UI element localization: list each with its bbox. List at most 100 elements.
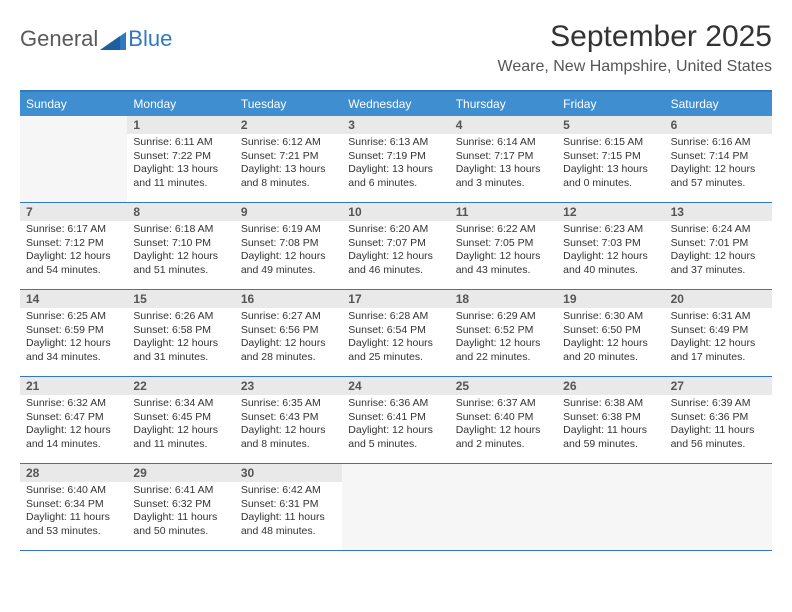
logo: General Blue [20, 26, 172, 52]
day-number: 6 [665, 116, 772, 134]
calendar-cell: 20Sunrise: 6:31 AMSunset: 6:49 PMDayligh… [665, 290, 772, 376]
day-number: 14 [20, 290, 127, 308]
calendar-cell: 7 Sunrise: 6:17 AMSunset: 7:12 PMDaylight… [20, 203, 127, 289]
calendar-cell: 29Sunrise: 6:41 AMSunset: 6:32 PMDayligh… [127, 464, 234, 550]
daylight-line: Daylight: 11 hours and 53 minutes. [26, 511, 121, 538]
sunset-line: Sunset: 6:59 PM [26, 324, 121, 338]
sunrise-line: Sunrise: 6:26 AM [133, 310, 228, 324]
day-info: Sunrise: 6:24 AMSunset: 7:01 PMDaylight:… [665, 221, 772, 282]
calendar-grid: ..1Sunrise: 6:11 AMSunset: 7:22 PMDaylig… [20, 116, 772, 551]
day-number: 22 [127, 377, 234, 395]
sunrise-line: Sunrise: 6:29 AM [456, 310, 551, 324]
sunset-line: Sunset: 7:15 PM [563, 150, 658, 164]
sunset-line: Sunset: 7:05 PM [456, 237, 551, 251]
sunset-line: Sunset: 6:50 PM [563, 324, 658, 338]
sunrise-line: Sunrise: 6:14 AM [456, 136, 551, 150]
day-info: Sunrise: 6:39 AMSunset: 6:36 PMDaylight:… [665, 395, 772, 456]
page: General Blue September 2025 Weare, New H… [0, 0, 792, 612]
daylight-line: Daylight: 12 hours and 14 minutes. [26, 424, 121, 451]
logo-word2: Blue [128, 26, 172, 52]
daylight-line: Daylight: 11 hours and 59 minutes. [563, 424, 658, 451]
day-number: 2 [235, 116, 342, 134]
day-info: Sunrise: 6:14 AMSunset: 7:17 PMDaylight:… [450, 134, 557, 195]
sunset-line: Sunset: 7:07 PM [348, 237, 443, 251]
sunset-line: Sunset: 7:22 PM [133, 150, 228, 164]
daylight-line: Daylight: 12 hours and 25 minutes. [348, 337, 443, 364]
weekday-header-row: SundayMondayTuesdayWednesdayThursdayFrid… [20, 92, 772, 116]
calendar-cell: 4Sunrise: 6:14 AMSunset: 7:17 PMDaylight… [450, 116, 557, 202]
day-info: Sunrise: 6:16 AMSunset: 7:14 PMDaylight:… [665, 134, 772, 195]
weekday-header: Sunday [20, 92, 127, 116]
sunset-line: Sunset: 6:47 PM [26, 411, 121, 425]
calendar-week: ..1 Sunrise: 6:11 AMSunset: 7:22 PM Daylig… [20, 116, 772, 203]
day-info: Sunrise: 6:22 AMSunset: 7:05 PMDaylight:… [450, 221, 557, 282]
day-info: Sunrise: 6:29 AMSunset: 6:52 PMDaylight:… [450, 308, 557, 369]
daylight-line: Daylight: 12 hours and 11 minutes. [133, 424, 228, 451]
calendar: SundayMondayTuesdayWednesdayThursdayFrid… [20, 90, 772, 551]
sunrise-line: Sunrise: 6:16 AM [671, 136, 766, 150]
calendar-cell: 9Sunrise: 6:19 AMSunset: 7:08 PMDaylight… [235, 203, 342, 289]
calendar-week: 14 Sunrise: 6:25 AMSunset: 6:59 PM Dayligh… [20, 290, 772, 377]
daylight-line: Daylight: 12 hours and 22 minutes. [456, 337, 551, 364]
sunrise-line: Sunrise: 6:11 AM [133, 136, 228, 150]
calendar-cell: 28 Sunrise: 6:40 AMSunset: 6:34 PMDayligh… [20, 464, 127, 550]
title-block: September 2025 Weare, New Hampshire, Uni… [498, 20, 772, 76]
calendar-cell: .. [342, 464, 449, 550]
day-info: Sunrise: 6:42 AMSunset: 6:31 PMDaylight:… [235, 482, 342, 543]
sunrise-line: Sunrise: 6:15 AM [563, 136, 658, 150]
daylight-line: Daylight: 11 hours and 50 minutes. [133, 511, 228, 538]
calendar-cell: 17Sunrise: 6:28 AMSunset: 6:54 PMDayligh… [342, 290, 449, 376]
sunset-line: Sunset: 7:01 PM [671, 237, 766, 251]
day-number: 21 [20, 377, 127, 395]
sunrise-line: Sunrise: 6:41 AM [133, 484, 228, 498]
daylight-line: Daylight: 12 hours and 57 minutes. [671, 163, 766, 190]
sunset-line: Sunset: 7:12 PM [26, 237, 121, 251]
calendar-cell: 12Sunrise: 6:23 AMSunset: 7:03 PMDayligh… [557, 203, 664, 289]
day-number: 18 [450, 290, 557, 308]
calendar-week: 28Sunrise: 6:40 AMSunset: 6:34 PMDayligh… [20, 464, 772, 551]
weekday-header: Friday [557, 92, 664, 116]
calendar-cell: 26Sunrise: 6:38 AMSunset: 6:38 PMDayligh… [557, 377, 664, 463]
weekday-header: Thursday [450, 92, 557, 116]
daylight-line: Daylight: 12 hours and 20 minutes. [563, 337, 658, 364]
sunrise-line: Sunrise: 6:25 AM [26, 310, 121, 324]
location: Weare, New Hampshire, United States [498, 58, 772, 76]
day-info: Sunrise: 6:28 AMSunset: 6:54 PMDaylight:… [342, 308, 449, 369]
day-number: 29 [127, 464, 234, 482]
calendar-cell: 25Sunrise: 6:37 AMSunset: 6:40 PMDayligh… [450, 377, 557, 463]
sunset-line: Sunset: 7:08 PM [241, 237, 336, 251]
sunrise-line: Sunrise: 6:37 AM [456, 397, 551, 411]
daylight-line: Daylight: 12 hours and 54 minutes. [26, 250, 121, 277]
calendar-cell: 24Sunrise: 6:36 AMSunset: 6:41 PMDayligh… [342, 377, 449, 463]
day-number: 28 [20, 464, 127, 482]
day-number: 19 [557, 290, 664, 308]
day-number: 7 [20, 203, 127, 221]
calendar-cell: 6Sunrise: 6:16 AMSunset: 7:14 PMDaylight… [665, 116, 772, 202]
sunset-line: Sunset: 6:34 PM [26, 498, 121, 512]
sunset-line: Sunset: 6:36 PM [671, 411, 766, 425]
weekday-header: Tuesday [235, 92, 342, 116]
day-number: 15 [127, 290, 234, 308]
sunrise-line: Sunrise: 6:40 AM [26, 484, 121, 498]
sunset-line: Sunset: 6:58 PM [133, 324, 228, 338]
calendar-cell: 21Sunrise: 6:32 AMSunset: 6:47 PMDayligh… [20, 377, 127, 463]
calendar-cell: .. [450, 464, 557, 550]
sunset-line: Sunset: 6:45 PM [133, 411, 228, 425]
day-info: Sunrise: 6:26 AMSunset: 6:58 PMDaylight:… [127, 308, 234, 369]
calendar-cell: .. [20, 116, 127, 202]
day-number: 30 [235, 464, 342, 482]
day-number: 1 [127, 116, 234, 134]
day-info: Sunrise: 6:19 AMSunset: 7:08 PMDaylight:… [235, 221, 342, 282]
day-info: Sunrise: 6:31 AMSunset: 6:49 PMDaylight:… [665, 308, 772, 369]
sunset-line: Sunset: 6:41 PM [348, 411, 443, 425]
day-number: 25 [450, 377, 557, 395]
sunrise-line: Sunrise: 6:42 AM [241, 484, 336, 498]
calendar-week: 21Sunrise: 6:32 AMSunset: 6:47 PMDayligh… [20, 377, 772, 464]
sunrise-line: Sunrise: 6:19 AM [241, 223, 336, 237]
sunrise-line: Sunrise: 6:17 AM [26, 223, 121, 237]
calendar-cell: 8Sunrise: 6:18 AMSunset: 7:10 PMDaylight… [127, 203, 234, 289]
day-number: 24 [342, 377, 449, 395]
sunrise-line: Sunrise: 6:35 AM [241, 397, 336, 411]
day-number: 26 [557, 377, 664, 395]
logo-word1: General [20, 26, 98, 52]
